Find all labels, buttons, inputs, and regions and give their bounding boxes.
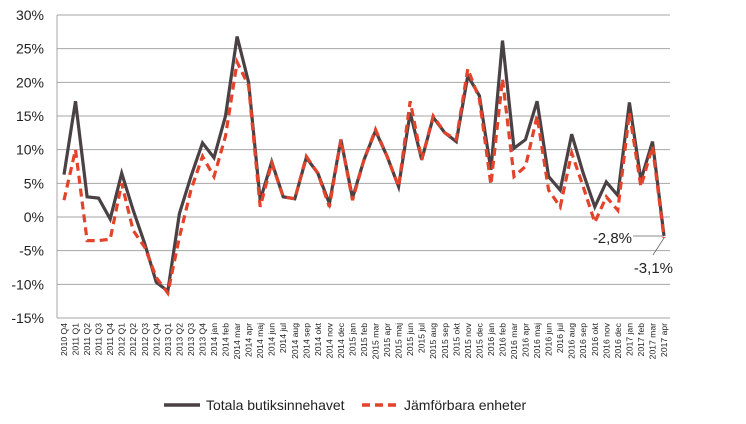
y-tick-label: 0% — [24, 209, 44, 225]
legend-label-jamforbara: Jämförbara enheter — [404, 397, 527, 413]
x-tick-label: 2013 Q3 — [186, 323, 196, 356]
y-tick-label: 30% — [16, 7, 44, 23]
y-tick-label: -5% — [19, 243, 44, 259]
x-tick-label: 2014 apr — [244, 323, 254, 357]
x-tick-label: 2016 jul — [555, 323, 565, 353]
x-tick-label: 2014 jan — [209, 323, 219, 356]
series-line-1 — [64, 62, 664, 293]
legend-label-totala: Totala butiksinnehavet — [206, 397, 345, 413]
x-tick-label: 2014 mar — [232, 323, 242, 359]
x-tick-label: 2015 jan — [347, 323, 357, 356]
x-tick-label: 2014 jun — [267, 323, 277, 356]
y-tick-label: -10% — [11, 276, 44, 292]
x-tick-label: 2015 sep — [440, 323, 450, 359]
y-tick-label: 25% — [16, 41, 44, 57]
x-tick-label: 2014 jul — [278, 323, 288, 353]
x-tick-label: 2016 aug — [567, 323, 577, 359]
x-tick-label: 2013 Q1 — [163, 323, 173, 356]
x-tick-label: 2015 jul — [417, 323, 427, 353]
x-tick-label: 2016 jun — [544, 323, 554, 356]
x-tick-label: 2016 dec — [613, 322, 623, 358]
x-tick-label: 2014 okt — [313, 322, 323, 356]
x-tick-label: 2012 Q1 — [117, 323, 127, 356]
x-tick-label: 2014 maj — [255, 323, 265, 358]
x-tick-label: 2016 apr — [521, 323, 531, 357]
x-tick-label: 2014 dec — [336, 322, 346, 358]
y-axis: -15% -10% -5% 0% 5% 10% 15% 20% 25% 30% — [11, 7, 57, 326]
x-tick-label: 2017 jan — [624, 323, 634, 356]
y-tick-label: -15% — [11, 310, 44, 326]
x-tick-label: 2011 Q1 — [71, 323, 81, 356]
x-tick-label: 2016 nov — [601, 322, 611, 358]
x-tick-label: 2017 mar — [647, 323, 657, 359]
x-tick-label: 2014 feb — [221, 323, 231, 357]
x-tick-label: 2014 nov — [324, 322, 334, 358]
x-tick-label: 2015 okt — [451, 322, 461, 356]
x-tick-label: 2014 sep — [301, 323, 311, 359]
x-tick-label: 2017 apr — [659, 323, 669, 357]
x-tick-label: 2015 mar — [371, 323, 381, 359]
y-tick-label: 10% — [16, 142, 44, 158]
x-tick-label: 2016 okt — [590, 322, 600, 356]
x-tick-label: 2015 jun — [405, 323, 415, 356]
x-tick-label: 2015 apr — [382, 323, 392, 357]
x-tick-label: 2015 dec — [474, 322, 484, 358]
x-tick-label: 2014 aug — [290, 323, 300, 359]
x-tick-label: 2011 Q4 — [105, 323, 115, 356]
x-tick-label: 2011 Q3 — [94, 323, 104, 356]
x-tick-label: 2017 feb — [636, 323, 646, 357]
y-tick-label: 5% — [24, 175, 44, 191]
x-tick-label: 2016 feb — [497, 323, 507, 357]
x-tick-label: 2013 Q4 — [197, 323, 207, 356]
x-tick-label: 2012 Q4 — [151, 323, 161, 356]
x-tick-label: 2011 Q2 — [82, 323, 92, 356]
x-tick-label: 2015 nov — [463, 322, 473, 358]
x-tick-label: 2016 mar — [509, 323, 519, 359]
x-tick-label: 2016 maj — [532, 323, 542, 358]
annotation-leader-2 — [653, 238, 664, 255]
annotation-jamforbara-last: -3,1% — [634, 260, 673, 277]
annotations: -2,8% -3,1% — [593, 230, 673, 277]
x-tick-label: 2013 Q2 — [174, 323, 184, 356]
y-tick-label: 20% — [16, 74, 44, 90]
annotation-totala-last: -2,8% — [593, 230, 632, 247]
x-tick-label: 2015 maj — [394, 323, 404, 358]
x-tick-label: 2016 jan — [486, 323, 496, 356]
x-tick-label: 2010 Q4 — [59, 323, 69, 356]
x-tick-label: 2015 feb — [359, 323, 369, 357]
series-lines — [64, 36, 664, 293]
legend: Totala butiksinnehavet Jämförbara enhete… — [164, 397, 527, 413]
x-tick-label: 2016 sep — [578, 323, 588, 359]
y-tick-label: 15% — [16, 108, 44, 124]
x-tick-label: 2015 aug — [428, 323, 438, 359]
x-tick-label: 2012 Q3 — [140, 323, 150, 356]
x-tick-label: 2012 Q2 — [128, 323, 138, 356]
